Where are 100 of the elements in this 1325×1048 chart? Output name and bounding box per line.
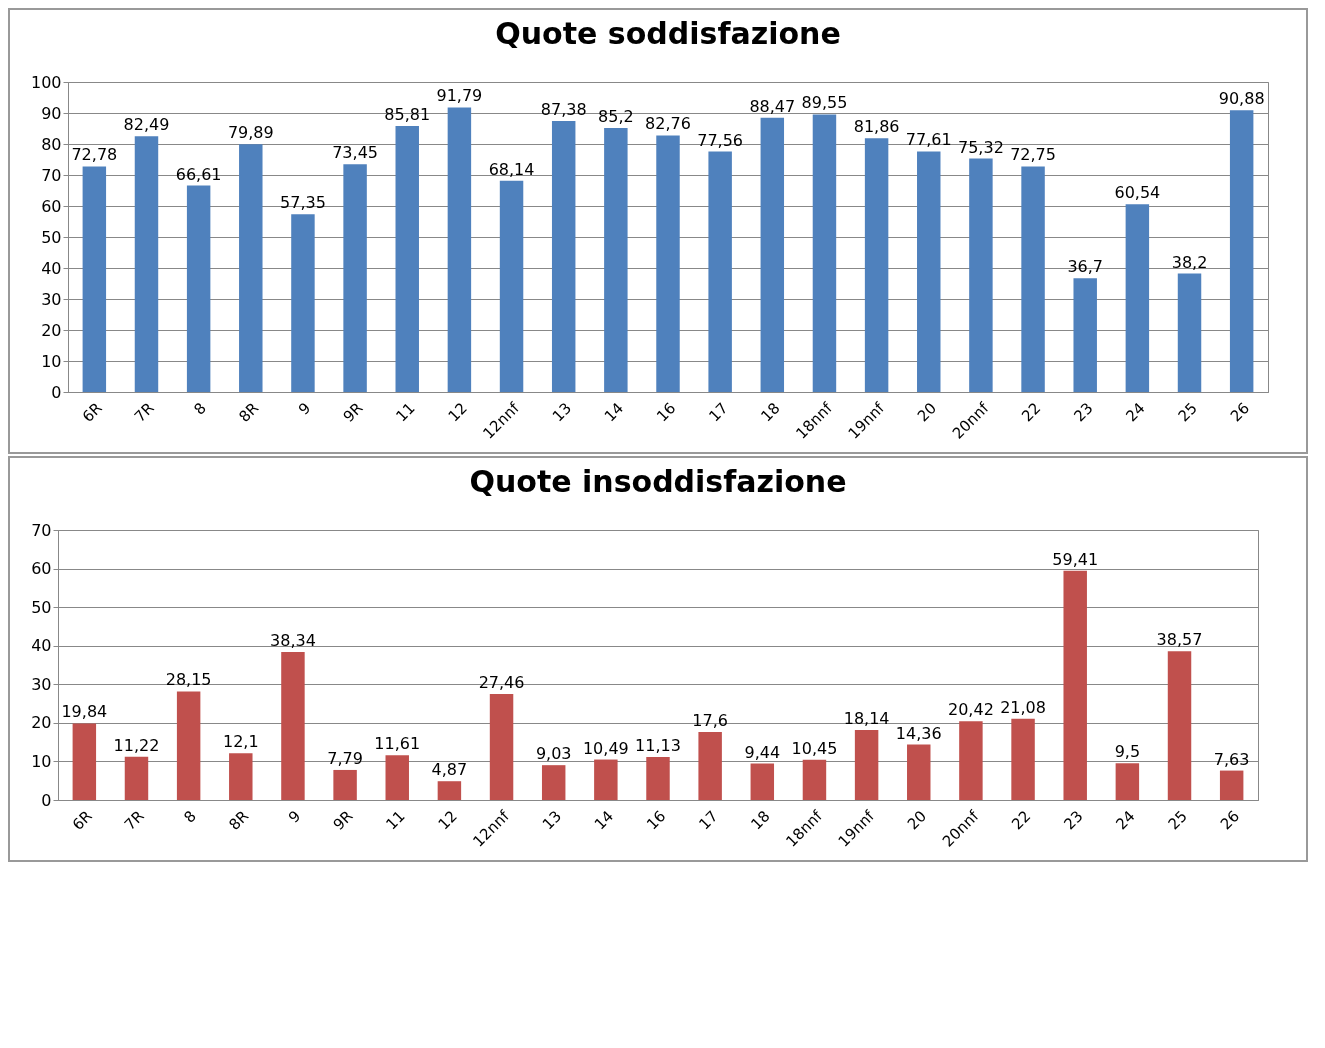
x-tick-label: 8 [190,399,210,419]
y-tick-label: 80 [41,134,62,154]
bar [802,759,827,800]
bar [291,214,315,392]
bar [854,730,879,800]
x-tick-label: 22 [1008,807,1035,834]
data-label: 89,55 [801,93,848,113]
bar [82,166,107,392]
data-label: 21,08 [1000,697,1046,717]
bar [395,125,419,392]
x-tick-label: 9 [294,399,315,419]
data-label: 11,13 [635,736,681,756]
bar [385,755,409,800]
y-tick-label: 60 [31,559,52,579]
x-tick-label: 24 [1122,399,1149,426]
data-label: 72,78 [71,145,118,165]
bar [229,753,253,800]
x-tick-label: 20 [913,399,941,426]
bar [124,756,149,800]
x-tick-label: 25 [1174,399,1201,426]
data-label: 77,61 [905,130,952,150]
data-label: 91,79 [436,86,483,106]
bar [176,691,201,800]
data-label: 68,14 [488,159,535,179]
bar [708,151,732,392]
bar [1011,718,1035,800]
data-label: 17,6 [692,711,728,731]
bar [907,744,931,800]
data-label: 72,75 [1010,145,1056,165]
x-tick-label: 16 [653,399,680,426]
y-tick-label: 60 [41,196,62,216]
x-tick-label: 6R [78,399,106,426]
data-label: 38,2 [1171,252,1208,272]
y-tick-label: 30 [41,289,62,309]
bar [812,114,837,392]
data-label: 85,81 [384,104,431,124]
data-label: 57,35 [280,193,326,213]
bar [333,769,357,800]
bar [1177,273,1202,392]
data-label: 9,5 [1114,742,1141,762]
data-label: 36,7 [1067,257,1104,277]
x-tick-label: 8 [180,807,200,827]
data-label: 14,36 [895,723,942,743]
data-label: 19,84 [61,702,108,722]
y-tick-label: 10 [31,751,52,771]
bar [551,121,576,392]
data-label: 88,47 [749,96,796,116]
y-tick-label: 40 [31,636,52,656]
x-tick-label: 25 [1164,807,1191,834]
bar [1063,570,1087,800]
data-label: 38,34 [270,631,316,651]
data-label: 7,63 [1213,749,1250,769]
bar [1167,651,1192,800]
data-label: 18,14 [843,709,890,729]
bar [604,127,628,392]
x-tick-label: 24 [1112,807,1139,834]
x-tick-label: 9 [284,807,305,827]
data-label: 7,79 [327,748,363,768]
data-label: 60,54 [1114,183,1161,203]
data-label: 10,49 [582,738,629,758]
data-label: 75,32 [958,137,1004,157]
y-tick-label: 50 [31,597,52,617]
bar [134,136,159,392]
data-label: 73,45 [332,143,378,163]
x-tick-label: 26 [1226,399,1253,426]
bar [917,151,941,392]
data-label: 12,1 [222,732,259,752]
x-tick-label: 6R [68,807,96,834]
bar [239,144,263,392]
y-tick-label: 70 [31,520,52,540]
chart-title: Quote soddisfazione [495,16,841,51]
y-tick-label: 10 [41,351,62,371]
data-label: 82,76 [645,114,691,134]
data-label: 87,38 [540,100,587,120]
y-tick-label: 20 [41,320,62,340]
bar [760,117,785,392]
x-tick-label: 11 [382,807,409,834]
data-label: 66,61 [175,164,222,184]
bar [437,781,462,800]
data-label: 20,42 [948,700,994,720]
bar [750,763,775,800]
x-tick-label: 17 [705,399,732,426]
bar [698,732,722,800]
bar [447,107,472,392]
bar [594,759,618,800]
bar [72,723,97,800]
bar [1021,166,1045,392]
data-label: 10,45 [791,738,838,758]
y-tick-label: 0 [51,382,62,402]
data-label: 59,41 [1052,549,1099,569]
bar [186,185,211,392]
y-tick-label: 70 [41,165,62,185]
y-tick-label: 100 [30,72,62,92]
x-tick-label: 12 [444,399,471,426]
x-tick-label: 18 [747,807,774,834]
data-label: 81,86 [853,117,900,137]
data-label: 9,44 [744,742,781,762]
data-label: 4,87 [431,760,468,780]
x-tick-label: 8R [235,399,263,426]
x-tick-label: 13 [548,399,576,426]
